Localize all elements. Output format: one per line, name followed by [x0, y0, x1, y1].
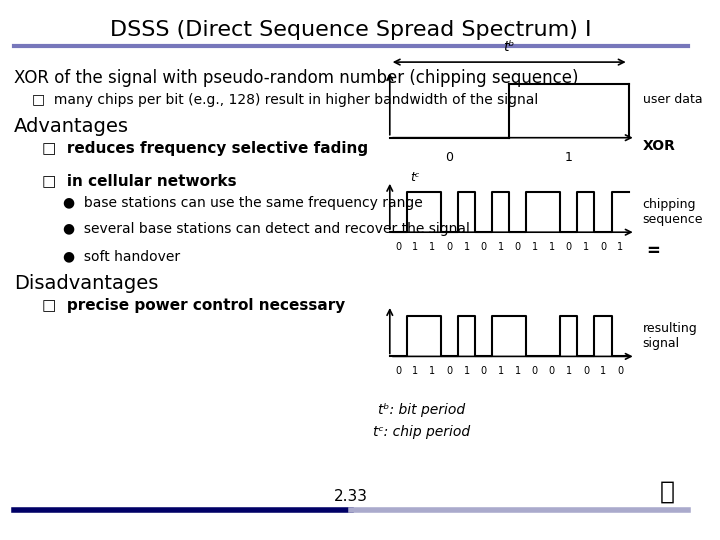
Text: 0: 0: [600, 242, 606, 252]
Text: tᵇ: tᵇ: [503, 40, 515, 54]
Text: tᶜ: tᶜ: [410, 171, 420, 184]
Text: 0: 0: [446, 366, 453, 376]
Text: 📡: 📡: [660, 480, 675, 503]
Text: XOR of the signal with pseudo-random number (chipping sequence): XOR of the signal with pseudo-random num…: [14, 69, 579, 87]
Text: 1: 1: [515, 366, 521, 376]
Text: XOR: XOR: [643, 139, 675, 153]
Text: 0: 0: [549, 366, 555, 376]
Text: 0: 0: [531, 366, 538, 376]
Text: 1: 1: [464, 366, 469, 376]
Text: user data: user data: [643, 93, 702, 106]
Text: 1: 1: [617, 242, 623, 252]
Text: Advantages: Advantages: [14, 117, 129, 137]
Text: □  precise power control necessary: □ precise power control necessary: [42, 298, 346, 313]
Text: tᶜ: chip period: tᶜ: chip period: [373, 425, 470, 439]
Text: Disadvantages: Disadvantages: [14, 274, 158, 293]
Text: DSSS (Direct Sequence Spread Spectrum) I: DSSS (Direct Sequence Spread Spectrum) I: [110, 19, 592, 40]
Text: □  in cellular networks: □ in cellular networks: [42, 173, 237, 188]
Text: 0: 0: [446, 242, 453, 252]
Text: 2.33: 2.33: [334, 489, 368, 504]
Text: 1: 1: [498, 366, 504, 376]
Text: =: =: [647, 242, 660, 260]
Text: □  reduces frequency selective fading: □ reduces frequency selective fading: [42, 141, 368, 156]
Text: 0: 0: [617, 366, 623, 376]
Text: 0: 0: [395, 366, 401, 376]
Text: 0: 0: [583, 366, 589, 376]
Text: chipping
sequence: chipping sequence: [643, 198, 703, 226]
Text: 0: 0: [480, 242, 487, 252]
Text: 0: 0: [395, 242, 401, 252]
Text: 1: 1: [429, 366, 436, 376]
Text: 1: 1: [583, 242, 589, 252]
Text: ●  base stations can use the same frequency range: ● base stations can use the same frequen…: [63, 195, 423, 210]
Text: 1: 1: [413, 242, 418, 252]
Text: 0: 0: [446, 151, 454, 164]
Text: 0: 0: [515, 242, 521, 252]
Text: 1: 1: [549, 242, 555, 252]
Text: tᵇ: bit period: tᵇ: bit period: [378, 403, 465, 417]
Text: 0: 0: [480, 366, 487, 376]
Text: 1: 1: [498, 242, 504, 252]
Text: ●  soft handover: ● soft handover: [63, 249, 180, 264]
Text: 1: 1: [413, 366, 418, 376]
Text: 0: 0: [566, 242, 572, 252]
Text: 1: 1: [464, 242, 469, 252]
Text: resulting
signal: resulting signal: [643, 322, 698, 350]
Text: 1: 1: [429, 242, 436, 252]
Text: 1: 1: [565, 151, 573, 164]
Text: 1: 1: [600, 366, 606, 376]
Text: 1: 1: [566, 366, 572, 376]
Text: ●  several base stations can detect and recover the signal: ● several base stations can detect and r…: [63, 222, 470, 237]
Text: 1: 1: [531, 242, 538, 252]
Text: □  many chips per bit (e.g., 128) result in higher bandwidth of the signal: □ many chips per bit (e.g., 128) result …: [32, 93, 538, 107]
